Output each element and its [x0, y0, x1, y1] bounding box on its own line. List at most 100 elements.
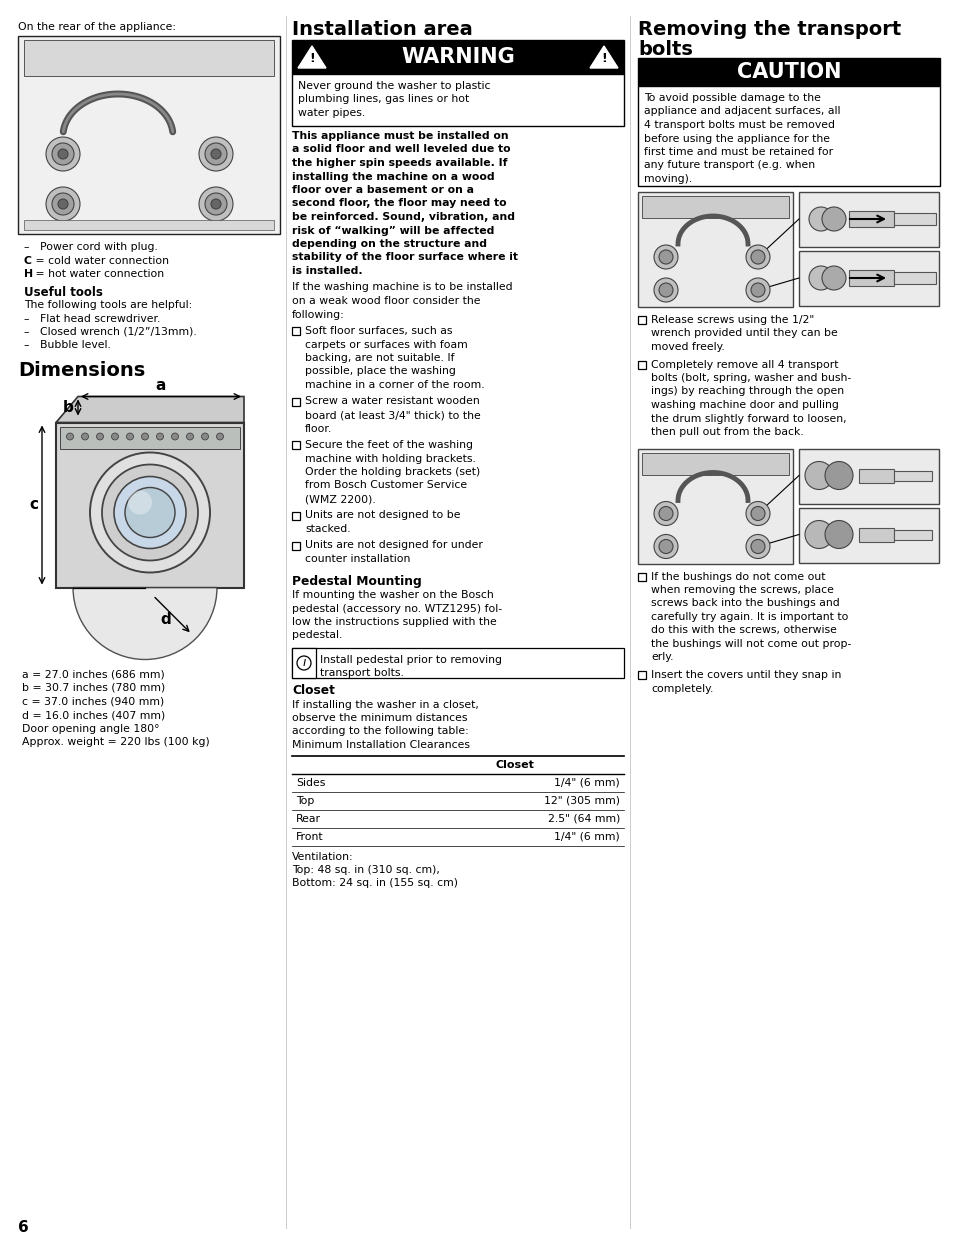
Text: If the washing machine is to be installed: If the washing machine is to be installe… [292, 283, 512, 293]
Text: Door opening angle 180°: Door opening angle 180° [22, 724, 159, 734]
Circle shape [296, 656, 311, 671]
Text: Top: Top [295, 795, 314, 805]
Bar [893, 212, 935, 225]
Text: pedestal.: pedestal. [292, 631, 342, 641]
Circle shape [745, 501, 769, 526]
Bar [893, 530, 931, 540]
Text: water pipes.: water pipes. [297, 107, 365, 119]
Text: c = 37.0 inches (940 mm): c = 37.0 inches (940 mm) [22, 697, 164, 706]
Text: i: i [302, 657, 305, 669]
Bar [292, 648, 315, 678]
Text: On the rear of the appliance:: On the rear of the appliance: [18, 22, 175, 32]
Bar [638, 58, 939, 86]
Circle shape [654, 245, 678, 269]
Text: bolts (bolt, spring, washer and bush-: bolts (bolt, spring, washer and bush- [650, 373, 850, 383]
Bar [641, 452, 788, 474]
Text: pedestal (accessory no. WTZ1295) fol-: pedestal (accessory no. WTZ1295) fol- [292, 604, 501, 614]
Text: stacked.: stacked. [305, 524, 351, 534]
Circle shape [81, 433, 89, 440]
Text: Front: Front [295, 831, 323, 841]
Text: board (at least 3/4" thick) to the: board (at least 3/4" thick) to the [305, 410, 480, 420]
Text: observe the minimum distances: observe the minimum distances [292, 713, 467, 722]
Text: when removing the screws, place: when removing the screws, place [650, 585, 833, 595]
Circle shape [46, 186, 80, 221]
Text: Closet: Closet [292, 684, 335, 697]
Text: Pedestal Mounting: Pedestal Mounting [292, 574, 421, 588]
Text: Install pedestal prior to removing: Install pedestal prior to removing [319, 655, 501, 664]
Bar [848, 270, 893, 287]
Text: d = 16.0 inches (407 mm): d = 16.0 inches (407 mm) [22, 710, 165, 720]
Circle shape [199, 137, 233, 170]
Circle shape [172, 433, 178, 440]
Text: If mounting the washer on the Bosch: If mounting the washer on the Bosch [292, 590, 494, 600]
Text: b = 30.7 inches (780 mm): b = 30.7 inches (780 mm) [22, 683, 165, 693]
Text: completely.: completely. [650, 683, 713, 694]
Text: second floor, the floor may need to: second floor, the floor may need to [292, 199, 506, 209]
Text: This appliance must be installed on: This appliance must be installed on [292, 131, 508, 141]
Circle shape [46, 137, 80, 170]
Circle shape [112, 433, 118, 440]
Bar [638, 86, 939, 186]
Text: Completely remove all 4 transport: Completely remove all 4 transport [650, 359, 838, 369]
Bar [292, 511, 299, 520]
Circle shape [821, 207, 845, 231]
Text: bolts: bolts [638, 40, 692, 59]
Text: floor.: floor. [305, 424, 332, 433]
Text: installing the machine on a wood: installing the machine on a wood [292, 172, 494, 182]
Circle shape [211, 199, 221, 209]
Text: transport bolts.: transport bolts. [319, 668, 403, 678]
Text: Insert the covers until they snap in: Insert the covers until they snap in [650, 671, 841, 680]
Text: the higher spin speeds available. If: the higher spin speeds available. If [292, 158, 507, 168]
Text: carpets or surfaces with foam: carpets or surfaces with foam [305, 340, 467, 350]
Text: be reinforced. Sound, vibration, and: be reinforced. Sound, vibration, and [292, 212, 515, 222]
Text: following:: following: [292, 310, 344, 320]
Circle shape [750, 506, 764, 520]
Bar [641, 196, 788, 219]
Circle shape [216, 433, 223, 440]
Text: Ventilation:: Ventilation: [292, 851, 354, 862]
Text: first time and must be retained for: first time and must be retained for [643, 147, 832, 157]
Bar [292, 441, 299, 450]
Text: according to the following table:: according to the following table: [292, 726, 468, 736]
Text: depending on the structure and: depending on the structure and [292, 240, 486, 249]
Text: then pull out from the back.: then pull out from the back. [650, 427, 803, 437]
Bar [292, 648, 623, 678]
Text: carefully try again. It is important to: carefully try again. It is important to [650, 613, 847, 622]
Circle shape [659, 283, 672, 296]
Circle shape [654, 278, 678, 303]
Polygon shape [56, 396, 244, 422]
Circle shape [808, 207, 832, 231]
Text: Dimensions: Dimensions [18, 361, 145, 379]
Text: a = 27.0 inches (686 mm): a = 27.0 inches (686 mm) [22, 669, 165, 679]
Bar [24, 40, 274, 77]
Bar [292, 398, 299, 405]
Text: Useful tools: Useful tools [24, 285, 103, 299]
Text: backing, are not suitable. If: backing, are not suitable. If [305, 353, 454, 363]
Text: floor over a basement or on a: floor over a basement or on a [292, 185, 474, 195]
Circle shape [824, 462, 852, 489]
Text: counter installation: counter installation [305, 555, 410, 564]
Text: d: d [160, 613, 171, 627]
Bar [292, 74, 623, 126]
Text: Screw a water resistant wooden: Screw a water resistant wooden [305, 396, 479, 406]
Circle shape [745, 535, 769, 558]
Circle shape [186, 433, 193, 440]
Circle shape [67, 433, 73, 440]
Circle shape [745, 278, 769, 303]
Text: do this with the screws, otherwise: do this with the screws, otherwise [650, 625, 836, 636]
Circle shape [824, 520, 852, 548]
Text: machine in a corner of the room.: machine in a corner of the room. [305, 380, 484, 390]
Text: the drum slightly forward to loosen,: the drum slightly forward to loosen, [650, 414, 845, 424]
Circle shape [199, 186, 233, 221]
Text: Units are not designed for under: Units are not designed for under [305, 541, 482, 551]
Circle shape [804, 462, 832, 489]
Text: erly.: erly. [650, 652, 673, 662]
Circle shape [654, 501, 678, 526]
Bar [56, 422, 244, 588]
Bar [799, 508, 938, 562]
Text: screws back into the bushings and: screws back into the bushings and [650, 599, 839, 609]
Text: (WMZ 2200).: (WMZ 2200). [305, 494, 375, 504]
Text: CAUTION: CAUTION [736, 62, 841, 82]
Bar [799, 251, 938, 306]
Text: any future transport (e.g. when: any future transport (e.g. when [643, 161, 814, 170]
